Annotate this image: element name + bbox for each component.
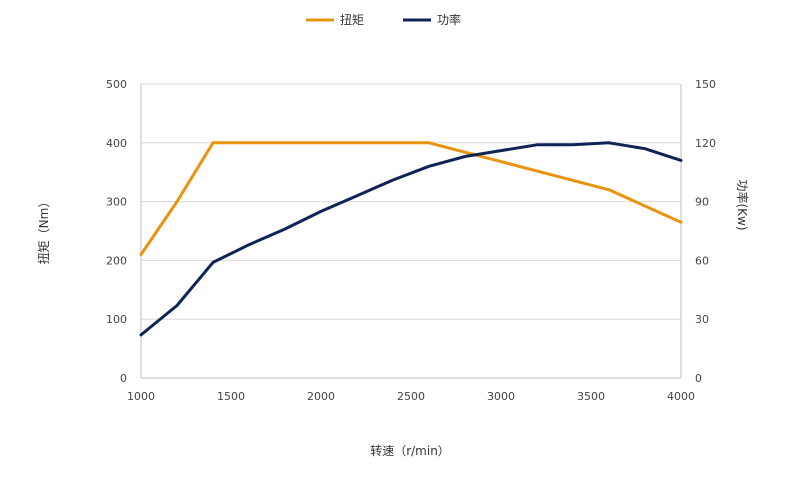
y-axis-left-title: 扭矩（Nm） [37,196,51,265]
axes [140,84,682,379]
y-left-tick-label: 300 [106,196,127,209]
x-tick-label: 2000 [307,390,335,403]
y-right-tick-label: 30 [695,313,709,326]
x-tick-label: 1500 [217,390,245,403]
y-right-tick-label: 60 [695,254,709,267]
legend-label-torque: 扭矩 [340,13,364,27]
grid-lines [141,83,681,320]
legend-label-power: 功率 [437,12,461,27]
y-axis-right-title: 功率(Kw) [735,179,750,230]
x-tick-label: 3500 [577,390,605,403]
x-tick-label: 4000 [667,390,695,403]
series-line-power [139,141,683,337]
legend: 扭矩 功率 [306,12,461,27]
series-line-torque [139,141,683,256]
y-right-tick-label: 0 [695,372,702,385]
y-left-tick-label: 0 [120,372,127,385]
x-tick-label: 2500 [397,390,425,403]
y-left-tick-label: 100 [106,313,127,326]
series-lines [139,141,683,337]
x-axis-title: 转速（r/min） [370,443,450,458]
y-right-tick-label: 150 [695,78,716,91]
y-right-tick-label: 120 [695,137,716,150]
tick-labels: 1000 1500 2000 2500 3000 3500 4000010020030040… [106,78,716,403]
y-right-tick-label: 90 [695,196,709,209]
y-left-tick-label: 200 [106,254,127,267]
y-left-tick-label: 400 [106,137,127,150]
x-tick-label: 3000 [487,390,515,403]
y-left-tick-label: 500 [106,78,127,91]
x-tick-label: 1000 [127,390,155,403]
